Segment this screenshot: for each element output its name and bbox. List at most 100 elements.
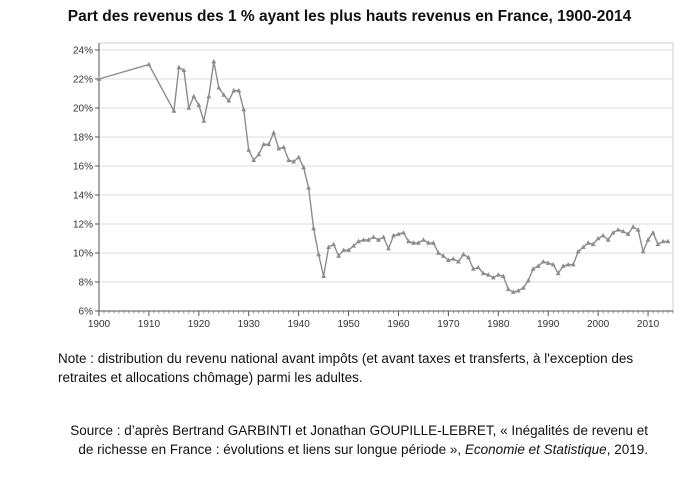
data-point <box>645 237 651 242</box>
data-point <box>565 262 571 267</box>
x-tick-label: 2010 <box>637 319 660 330</box>
data-point <box>391 233 396 238</box>
data-point <box>276 146 282 151</box>
data-point <box>510 289 516 294</box>
data-point <box>146 61 152 67</box>
data-point <box>281 144 287 149</box>
gridlines <box>99 49 673 312</box>
data-point <box>545 260 551 265</box>
data-point <box>301 164 306 170</box>
y-tick-label: 10% <box>73 249 93 260</box>
x-tick-label: 1930 <box>238 319 261 330</box>
x-tick-label: 1970 <box>437 319 460 330</box>
data-point <box>600 233 606 238</box>
data-point <box>261 141 267 147</box>
data-point <box>525 277 531 283</box>
data-point <box>376 237 381 242</box>
source-journal: Economie et Statistique <box>464 442 607 457</box>
data-point <box>426 240 431 245</box>
data-point <box>461 251 466 257</box>
data-point <box>386 246 391 251</box>
y-tick-label: 6% <box>79 307 94 318</box>
data-point <box>530 266 536 271</box>
y-axis: 6% 8% 10% 12% 14% 16% 18% 20% 22% 24% <box>73 43 100 318</box>
data-point <box>535 263 541 268</box>
x-tick-label: 1940 <box>288 319 311 330</box>
data-point <box>495 272 501 277</box>
data-point <box>550 262 556 267</box>
data-point <box>266 141 272 147</box>
data-point <box>346 247 351 252</box>
y-tick-label: 12% <box>73 220 93 231</box>
data-point <box>196 102 202 107</box>
data-point <box>575 249 581 254</box>
data-point <box>630 224 636 229</box>
data-point <box>650 230 656 235</box>
data-point <box>191 93 197 99</box>
x-tick-label: 1990 <box>537 319 560 330</box>
data-point <box>296 154 302 160</box>
data-point <box>590 241 596 247</box>
data-point <box>181 67 187 73</box>
data-point <box>451 256 456 261</box>
data-series <box>96 59 671 294</box>
data-point <box>96 76 102 81</box>
y-tick-label: 20% <box>73 104 93 115</box>
data-point <box>306 185 311 190</box>
source-text: Source : d’après Bertrand GARBINTI et Jo… <box>70 423 648 457</box>
data-point <box>540 259 546 264</box>
data-point <box>186 105 192 110</box>
data-point <box>610 230 616 235</box>
data-point <box>635 227 641 232</box>
y-tick-label: 8% <box>79 278 94 289</box>
x-tick-label: 1980 <box>487 319 510 330</box>
data-point <box>201 118 207 123</box>
data-point <box>361 237 366 242</box>
data-point <box>560 263 566 268</box>
data-point <box>231 88 237 93</box>
data-point <box>366 237 371 242</box>
y-tick-label: 22% <box>73 75 93 86</box>
data-point <box>271 130 277 135</box>
y-tick-label: 18% <box>73 133 93 144</box>
data-point <box>316 251 321 257</box>
data-point <box>401 230 406 235</box>
data-point <box>331 241 336 247</box>
data-point <box>351 243 356 248</box>
data-point <box>625 231 631 236</box>
x-tick-label: 1960 <box>387 319 410 330</box>
data-point <box>341 247 346 252</box>
data-point <box>326 244 331 249</box>
data-point <box>411 240 416 245</box>
y-tick-label: 24% <box>73 46 93 57</box>
data-point <box>480 270 486 276</box>
source-suffix: , 2019. <box>606 442 648 457</box>
data-point <box>406 238 411 244</box>
data-point <box>456 259 461 264</box>
data-point <box>311 225 316 231</box>
data-point <box>585 240 591 245</box>
data-point <box>206 93 212 99</box>
data-point <box>615 227 621 232</box>
data-point <box>580 244 586 249</box>
data-point <box>336 253 341 258</box>
data-point <box>291 159 297 164</box>
data-point <box>441 253 446 258</box>
data-point <box>431 240 436 245</box>
data-point <box>655 241 661 247</box>
data-point <box>660 238 666 244</box>
data-point <box>466 254 471 260</box>
data-point <box>605 237 611 242</box>
line-chart: 6% 8% 10% 12% 14% 16% 18% 20% 22% 24% 1900 1910 192… <box>73 42 674 330</box>
chart-title: Part des revenus des 1 % ayant les plus … <box>67 8 632 25</box>
data-point <box>216 85 222 90</box>
data-point <box>356 238 361 244</box>
data-point <box>500 273 506 278</box>
data-point <box>236 88 242 93</box>
data-point <box>520 285 526 290</box>
x-tick-label: 1950 <box>337 319 360 330</box>
x-tick-label: 1910 <box>138 319 161 330</box>
data-point <box>446 257 451 263</box>
data-point <box>246 147 252 152</box>
chart-note: Note : distribution du revenu national a… <box>58 351 634 385</box>
